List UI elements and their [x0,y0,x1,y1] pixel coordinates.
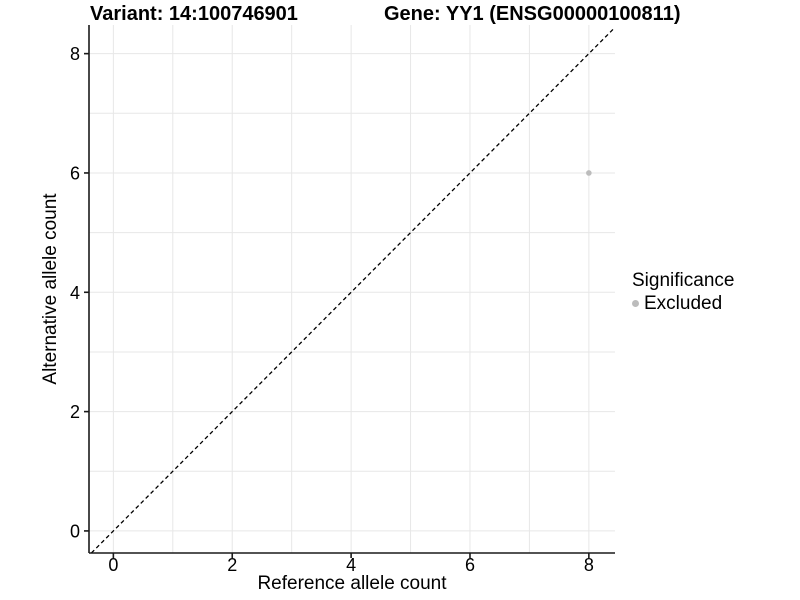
y-tick-label: 6 [70,163,80,183]
x-tick-label: 4 [346,555,356,575]
y-tick-label: 2 [70,402,80,422]
y-tick-label: 4 [70,283,80,303]
data-point [586,170,592,176]
y-axis-title: Alternative allele count [40,193,61,385]
x-tick-label: 2 [227,555,237,575]
x-tick-label: 6 [465,555,475,575]
y-tick-label: 8 [70,44,80,64]
legend-item: Excluded [632,292,734,315]
variant-title: Variant: 14:100746901 [90,3,298,25]
y-tick-label: 0 [70,521,80,541]
legend-items: Excluded [632,292,734,315]
gene-title: Gene: YY1 (ENSG00000100811) [384,3,681,25]
x-tick-label: 0 [108,555,118,575]
legend-title: Significance [632,270,735,291]
x-tick-label: 8 [584,555,594,575]
legend-item-label: Excluded [644,293,723,314]
legend: Significance Excluded [632,269,734,315]
x-axis-title: Reference allele count [257,573,447,594]
circle-icon [632,300,639,307]
identity-line [90,26,616,554]
